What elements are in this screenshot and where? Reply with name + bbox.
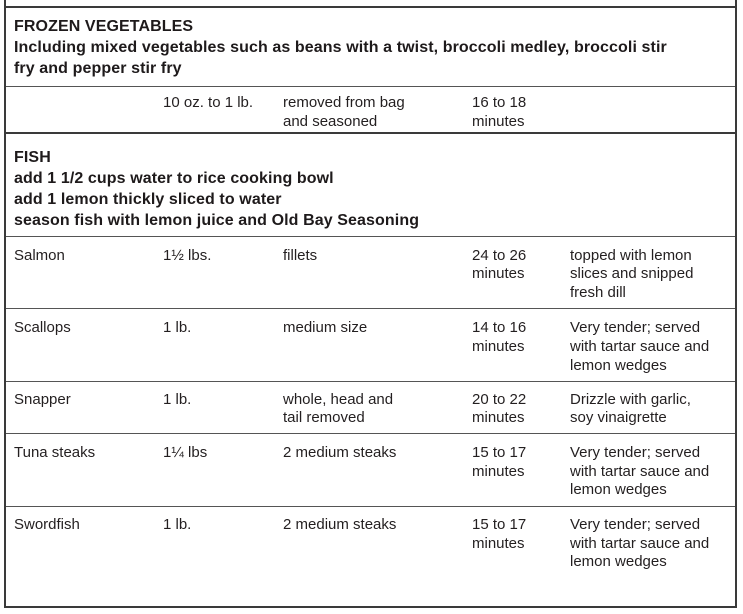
note-cell: Very tender; served: [570, 319, 701, 336]
note-cell: Very tender; served: [570, 516, 701, 533]
frozen-subtitle-line1: Including mixed vegetables such as beans…: [14, 39, 667, 56]
fish-title: FISH: [14, 149, 51, 166]
quantity-cell: 1 lb.: [163, 391, 192, 408]
row-divider: [6, 433, 735, 434]
prep-cell: tail removed: [283, 409, 365, 426]
row-divider: [6, 308, 735, 309]
fish-name-cell: Tuna steaks: [14, 444, 96, 461]
quantity-cell: 10 oz. to 1 lb.: [163, 94, 254, 111]
note-cell: slices and snipped: [570, 265, 694, 282]
fish-instruction: add 1 lemon thickly sliced to water: [14, 191, 282, 208]
time-cell: 20 to 22: [472, 391, 527, 408]
note-cell: topped with lemon: [570, 247, 692, 264]
quantity-cell: 1½ lbs.: [163, 247, 212, 264]
time-cell: minutes: [472, 409, 525, 426]
prep-cell: whole, head and: [283, 391, 394, 408]
fish-name-cell: Scallops: [14, 319, 71, 336]
fish-instruction: add 1 1/2 cups water to rice cooking bow…: [14, 170, 334, 187]
table-frame: [4, 0, 737, 608]
note-cell: with tartar sauce and: [570, 535, 710, 552]
row-divider: [6, 381, 735, 382]
fish-name-cell: Snapper: [14, 391, 71, 408]
time-cell: 14 to 16: [472, 319, 527, 336]
note-cell: Very tender; served: [570, 444, 701, 461]
note-cell: Drizzle with garlic,: [570, 391, 691, 408]
prep-cell: fillets: [283, 247, 318, 264]
frozen-subtitle-line2: fry and pepper stir fry: [14, 60, 182, 77]
time-cell: minutes: [472, 338, 525, 355]
time-cell: minutes: [472, 535, 525, 552]
prep-cell: medium size: [283, 319, 368, 336]
quantity-cell: 1 lb.: [163, 516, 192, 533]
note-cell: soy vinaigrette: [570, 409, 667, 426]
note-cell: with tartar sauce and: [570, 338, 710, 355]
quantity-cell: 1¼ lbs: [163, 444, 208, 461]
fish-name-cell: Swordfish: [14, 516, 80, 533]
section-divider: [6, 132, 735, 134]
time-cell: 24 to 26: [472, 247, 527, 264]
quantity-cell: 1 lb.: [163, 319, 192, 336]
time-cell: minutes: [472, 265, 525, 282]
time-cell: 16 to 18: [472, 94, 527, 111]
section-divider: [6, 6, 735, 8]
prep-cell: 2 medium steaks: [283, 444, 397, 461]
prep-cell: and seasoned: [283, 113, 378, 130]
prep-cell: removed from bag: [283, 94, 405, 111]
row-divider: [6, 236, 735, 237]
prep-cell: 2 medium steaks: [283, 516, 397, 533]
row-divider: [6, 506, 735, 507]
fish-instruction: season fish with lemon juice and Old Bay…: [14, 212, 420, 229]
time-cell: 15 to 17: [472, 516, 527, 533]
time-cell: minutes: [472, 463, 525, 480]
frozen-title: FROZEN VEGETABLES: [14, 18, 194, 35]
note-cell: lemon wedges: [570, 357, 667, 374]
fish-name-cell: Salmon: [14, 247, 65, 264]
note-cell: lemon wedges: [570, 481, 667, 498]
note-cell: with tartar sauce and: [570, 463, 710, 480]
time-cell: 15 to 17: [472, 444, 527, 461]
note-cell: lemon wedges: [570, 553, 667, 570]
note-cell: fresh dill: [570, 284, 626, 301]
row-divider: [6, 86, 735, 87]
time-cell: minutes: [472, 113, 525, 130]
